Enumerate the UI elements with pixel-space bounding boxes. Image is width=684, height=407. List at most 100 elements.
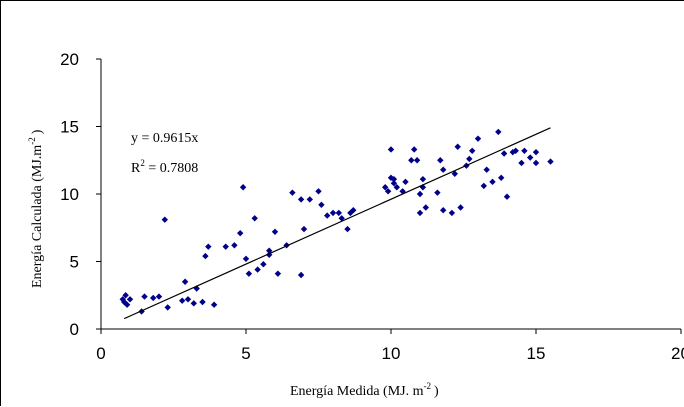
data-point — [289, 189, 296, 196]
y-tick-label: 0 — [70, 320, 79, 339]
data-point — [179, 297, 186, 304]
x-axis-title: Energía Medida (MJ. m-2) — [290, 381, 439, 399]
data-point — [440, 207, 447, 214]
data-point — [390, 175, 398, 183]
data-point — [122, 292, 129, 299]
data-point — [547, 158, 554, 165]
r-squared-label: R2 = 0.7808 — [131, 158, 198, 176]
data-point — [408, 157, 415, 164]
data-point — [222, 243, 229, 250]
data-point — [422, 204, 429, 211]
data-point — [416, 190, 424, 198]
data-point — [512, 147, 519, 154]
data-point — [387, 146, 395, 153]
data-point — [123, 301, 131, 308]
data-point — [126, 296, 134, 303]
data-point — [260, 261, 267, 268]
data-point — [454, 143, 461, 150]
data-point — [489, 178, 496, 186]
data-point — [237, 229, 244, 237]
data-point — [245, 270, 253, 277]
data-point — [242, 255, 250, 262]
data-point — [121, 298, 128, 306]
data-point — [184, 296, 192, 303]
data-point — [480, 182, 487, 190]
data-point — [411, 146, 418, 153]
x-tick-label: 10 — [382, 344, 401, 363]
regression-equation: y = 0.9615x — [131, 131, 198, 146]
data-point — [503, 193, 511, 200]
data-point — [483, 166, 490, 173]
data-point — [466, 155, 473, 163]
data-point — [306, 196, 313, 203]
y-tick-label: 5 — [70, 253, 79, 272]
data-point — [297, 196, 305, 203]
data-point — [416, 209, 424, 217]
plot-area: 0 5 10 15 20 0 5 10 15 20 — [60, 50, 684, 363]
x-tick-label: 15 — [527, 344, 546, 363]
data-point — [413, 157, 421, 164]
y-tick-label: 10 — [60, 185, 79, 204]
data-point — [297, 271, 305, 279]
axis-ticks: 0 5 10 15 20 0 5 10 15 20 — [60, 50, 684, 363]
data-point — [231, 242, 238, 249]
y-tick-label: 20 — [60, 50, 79, 69]
data-point — [324, 212, 331, 219]
data-point — [495, 128, 502, 136]
data-point — [239, 184, 247, 191]
data-point — [440, 166, 447, 173]
data-point — [457, 204, 464, 211]
data-point — [350, 207, 357, 214]
data-point — [451, 170, 458, 177]
data-point — [527, 154, 534, 161]
data-point — [498, 174, 505, 181]
data-point — [141, 293, 148, 300]
data-point — [190, 300, 197, 307]
data-point — [300, 225, 308, 233]
data-point — [437, 157, 444, 164]
x-tick-label: 5 — [241, 344, 250, 363]
data-point — [402, 178, 409, 186]
trendline — [123, 127, 551, 320]
data-point — [390, 180, 398, 187]
data-point — [202, 252, 209, 260]
data-point — [210, 301, 218, 308]
data-point — [419, 175, 427, 183]
data-point — [532, 148, 540, 156]
data-point — [448, 209, 456, 217]
data-point — [329, 209, 337, 217]
data-point — [384, 188, 392, 195]
data-point — [518, 159, 525, 167]
x-tick-label: 20 — [671, 344, 684, 363]
data-point — [509, 148, 516, 156]
data-point — [161, 216, 168, 223]
data-point — [344, 225, 351, 233]
y-tick-label: 15 — [60, 118, 79, 137]
data-point — [271, 228, 279, 235]
data-point — [199, 298, 206, 306]
data-points — [119, 128, 554, 315]
data-point — [393, 184, 400, 191]
data-point — [164, 304, 171, 311]
data-point — [500, 150, 508, 157]
data-point — [469, 147, 476, 154]
data-point — [335, 209, 342, 217]
data-point — [205, 243, 212, 250]
data-point — [474, 135, 482, 142]
data-point — [318, 201, 325, 208]
data-point — [155, 293, 163, 300]
y-axis-title: Energía Calculada (MJ.m-2) — [27, 129, 45, 288]
data-point — [274, 270, 282, 277]
data-point — [315, 188, 322, 195]
data-point — [521, 147, 528, 154]
data-point — [382, 184, 389, 191]
data-point — [532, 159, 540, 167]
x-tick-label: 0 — [96, 344, 105, 363]
data-point — [251, 215, 258, 222]
data-point — [266, 247, 273, 254]
data-point — [254, 266, 261, 273]
data-point — [181, 278, 189, 285]
data-point — [434, 189, 441, 196]
